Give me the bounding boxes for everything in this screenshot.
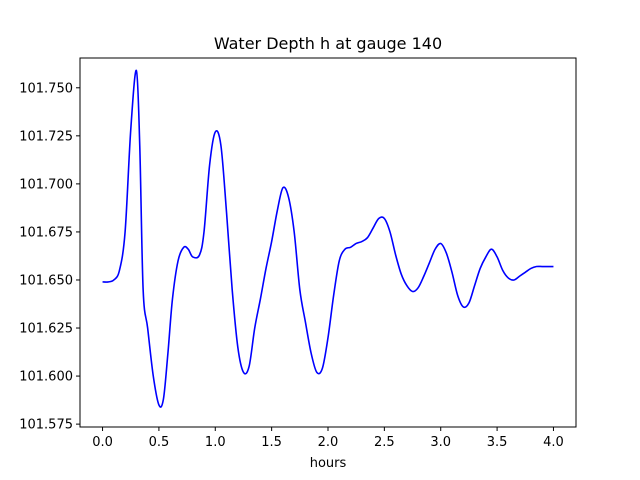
y-axis-ticks: 101.575 101.600 101.625 101.650 101.675 101.7… — [19, 81, 80, 433]
plot-area — [102, 69, 554, 408]
x-tick-label: 0.0 — [92, 435, 113, 450]
y-tick-label: 101.575 — [19, 418, 73, 433]
chart-title: Water Depth h at gauge 140 — [214, 34, 442, 53]
x-axis-label: hours — [310, 456, 347, 471]
x-tick-label: 3.0 — [430, 435, 451, 450]
plot-frame — [79, 57, 577, 428]
y-tick-label: 101.750 — [19, 81, 73, 96]
x-tick-label: 3.5 — [487, 435, 508, 450]
x-tick-label: 1.0 — [205, 435, 226, 450]
series-line-0 — [102, 69, 554, 408]
y-tick-label: 101.675 — [19, 225, 73, 240]
x-tick-label: 2.5 — [374, 435, 395, 450]
y-tick-label: 101.600 — [19, 370, 73, 385]
y-tick-label: 101.650 — [19, 273, 73, 288]
y-tick-label: 101.725 — [19, 129, 73, 144]
x-tick-label: 4.0 — [543, 435, 564, 450]
y-tick-label: 101.625 — [19, 322, 73, 337]
y-tick-label: 101.700 — [19, 177, 73, 192]
x-tick-label: 0.5 — [149, 435, 170, 450]
x-tick-label: 1.5 — [261, 435, 282, 450]
x-tick-label: 2.0 — [318, 435, 339, 450]
x-axis-ticks: 0.0 0.5 1.0 1.5 2.0 2.5 3.0 3.5 4.0 — [92, 427, 564, 450]
